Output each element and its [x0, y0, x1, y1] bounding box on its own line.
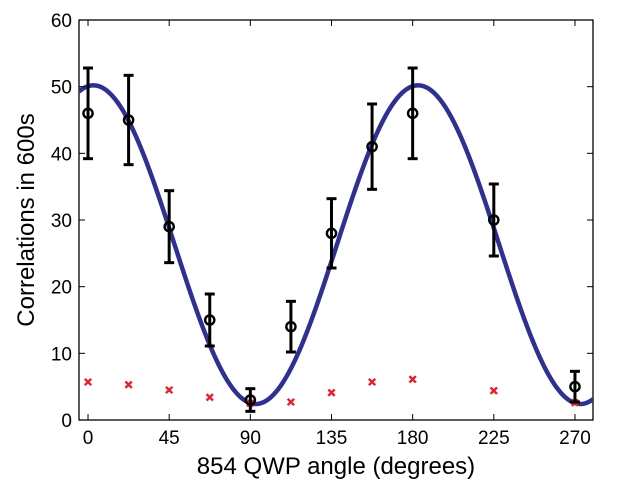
data-marker [163, 220, 175, 233]
data-point [569, 369, 581, 404]
data-marker [488, 214, 500, 226]
axes-box [78, 19, 594, 421]
data-marker [406, 107, 419, 120]
data-point [163, 189, 175, 265]
x-axis-label: 854 QWP angle (degrees) [197, 453, 475, 480]
y-tick-label: 60 [51, 11, 72, 32]
x-tick-label: 270 [559, 428, 591, 449]
data-point [82, 66, 94, 161]
data-marker [325, 227, 338, 240]
x-tick-label: 0 [83, 428, 94, 449]
data-point [285, 299, 297, 354]
background-point [165, 385, 174, 395]
x-tick-label: 45 [159, 428, 180, 449]
data-point [406, 66, 419, 161]
y-tick-label: 40 [51, 144, 72, 165]
background-point [489, 386, 498, 395]
data-marker [82, 107, 94, 120]
data-marker [569, 380, 581, 393]
data-point [325, 197, 338, 270]
x-tick-label: 180 [397, 428, 429, 449]
y-tick-label: 20 [51, 278, 72, 299]
data-point [122, 73, 135, 167]
background-point [124, 380, 133, 389]
fit-curve-line [79, 83, 593, 407]
plot-clip-group [79, 66, 593, 413]
data-point [203, 292, 216, 348]
y-axis-ticks: 0 10 20 30 40 50 60 [51, 11, 593, 432]
x-tick-label: 135 [316, 428, 348, 449]
x-axis-ticks: 0 45 90 135 180 225 270 [83, 20, 591, 449]
data-marker [285, 320, 297, 333]
background-point [408, 375, 417, 384]
y-tick-label: 50 [51, 78, 72, 99]
background-point [327, 388, 336, 397]
data-point [244, 387, 257, 413]
y-axis-label: Correlations in 600s [13, 113, 40, 326]
background-point [286, 397, 295, 407]
x-tick-label: 225 [478, 428, 510, 449]
data-point [488, 182, 500, 258]
x-tick-label: 90 [240, 428, 261, 449]
y-tick-label: 0 [61, 411, 72, 432]
y-tick-label: 10 [51, 344, 72, 365]
data-point [366, 102, 378, 191]
background-point [83, 377, 93, 387]
data-marker [203, 314, 216, 326]
data-marker [244, 394, 257, 406]
data-marker [122, 114, 135, 126]
background-point [205, 393, 214, 402]
background-point [368, 377, 377, 387]
y-tick-label: 30 [51, 211, 72, 232]
plot-area [78, 19, 594, 421]
data-marker [366, 140, 378, 153]
